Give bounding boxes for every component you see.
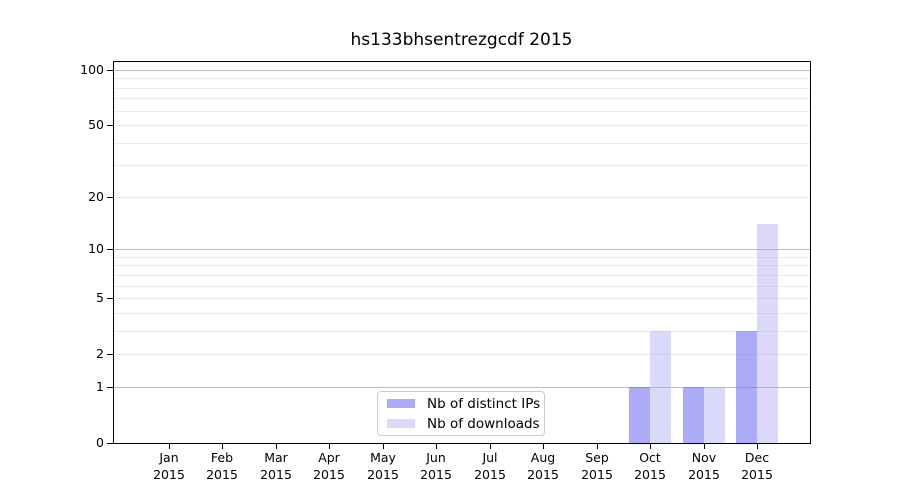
bar-downloads-oct: [650, 331, 671, 443]
x-tick-dec: [757, 443, 758, 449]
x-tick-label-aug: Aug 2015: [527, 450, 559, 482]
y-tick-label-20: 20: [88, 189, 104, 204]
y-tick-label-1: 1: [96, 379, 104, 394]
legend: Nb of distinct IPs Nb of downloads: [377, 391, 545, 436]
legend-item-downloads: Nb of downloads: [387, 416, 540, 432]
x-tick-label-oct: Oct 2015: [634, 450, 666, 482]
x-tick-label-nov: Nov 2015: [688, 450, 720, 482]
y-tick-10: [107, 249, 113, 250]
plot-area: [113, 61, 810, 443]
x-tick-label-jul: Jul 2015: [474, 450, 506, 482]
x-tick-label-jun: Jun 2015: [420, 450, 452, 482]
chart-title: hs133bhsentrezgcdf 2015: [350, 30, 573, 50]
major-gridline-1: [113, 387, 810, 388]
x-tick-label-dec: Dec 2015: [741, 450, 773, 482]
x-tick-label-feb: Feb 2015: [206, 450, 238, 482]
y-tick-label-2: 2: [96, 346, 104, 361]
legend-label-downloads: Nb of downloads: [427, 415, 540, 432]
x-tick-oct: [650, 443, 651, 449]
x-tick-label-sep: Sep 2015: [581, 450, 613, 482]
x-tick-aug: [543, 443, 544, 449]
bar-downloads-dec: [757, 224, 778, 443]
legend-swatch-distinct-ips: [387, 399, 415, 408]
y-tick-label-50: 50: [88, 117, 104, 132]
major-gridline-100: [113, 70, 810, 71]
major-gridline-10: [113, 249, 810, 250]
x-tick-label-apr: Apr 2015: [313, 450, 345, 482]
x-tick-jan: [169, 443, 170, 449]
minor-gridline-40: [113, 143, 810, 144]
bar-distinct-ips-nov: [683, 387, 704, 443]
minor-gridline-20: [113, 197, 810, 198]
x-tick-jul: [490, 443, 491, 449]
minor-gridline-8: [113, 265, 810, 266]
minor-gridline-60: [113, 111, 810, 112]
x-tick-label-jan: Jan 2015: [153, 450, 185, 482]
minor-gridline-70: [113, 98, 810, 99]
minor-gridline-90: [113, 78, 810, 79]
y-tick-label-100: 100: [80, 62, 104, 77]
y-tick-1: [107, 387, 113, 388]
legend-label-distinct-ips: Nb of distinct IPs: [427, 395, 541, 412]
minor-gridline-3: [113, 331, 810, 332]
x-tick-label-may: May 2015: [367, 450, 399, 482]
x-tick-mar: [276, 443, 277, 449]
y-tick-label-0: 0: [96, 435, 104, 450]
minor-gridline-6: [113, 286, 810, 287]
y-tick-5: [107, 298, 113, 299]
x-tick-sep: [597, 443, 598, 449]
x-tick-apr: [329, 443, 330, 449]
legend-item-distinct-ips: Nb of distinct IPs: [387, 396, 540, 412]
x-tick-nov: [704, 443, 705, 449]
minor-gridline-9: [113, 257, 810, 258]
y-tick-2: [107, 354, 113, 355]
x-tick-may: [383, 443, 384, 449]
minor-gridline-80: [113, 88, 810, 89]
y-tick-label-5: 5: [96, 290, 104, 305]
y-tick-label-10: 10: [88, 241, 104, 256]
bar-downloads-nov: [704, 387, 725, 443]
x-tick-feb: [222, 443, 223, 449]
bar-distinct-ips-oct: [629, 387, 650, 443]
minor-gridline-7: [113, 275, 810, 276]
bar-distinct-ips-dec: [736, 331, 757, 443]
y-tick-50: [107, 125, 113, 126]
minor-gridline-4: [113, 313, 810, 314]
minor-gridline-5: [113, 298, 810, 299]
minor-gridline-2: [113, 354, 810, 355]
legend-swatch-downloads: [387, 419, 415, 428]
x-tick-label-mar: Mar 2015: [260, 450, 292, 482]
minor-gridline-50: [113, 125, 810, 126]
minor-gridline-30: [113, 165, 810, 166]
y-tick-20: [107, 197, 113, 198]
y-tick-100: [107, 70, 113, 71]
x-tick-jun: [436, 443, 437, 449]
y-tick-0: [107, 443, 113, 444]
